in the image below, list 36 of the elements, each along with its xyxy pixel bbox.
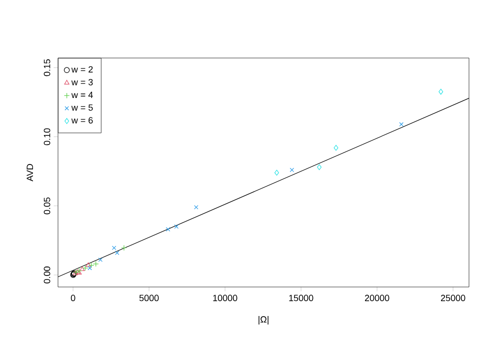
point [80,266,85,272]
x-axis-title: |Ω| [258,316,268,324]
point [438,88,444,95]
y-tick-label: 0.00 [44,266,50,284]
point [290,168,294,172]
x-tick-label: 10000 [213,294,238,302]
point [317,164,322,170]
point [274,170,279,176]
legend-label: w = 5 [71,104,93,111]
y-tick-label: 0.05 [44,197,50,214]
x-tick-label: 15000 [289,294,314,302]
x-tick-label: 5000 [139,294,159,302]
legend-label: w = 3 [71,78,93,86]
point [174,224,179,229]
point [334,144,338,151]
x-tick-label: 25000 [440,294,466,302]
point [112,246,116,250]
x-tick-label: 20000 [364,294,390,302]
point [166,227,170,232]
point [399,122,404,126]
point [194,205,198,210]
point [114,250,120,255]
point [92,261,99,267]
y-tick-label: 0.15 [44,59,50,76]
point [88,266,92,270]
legend-label: w = 4 [71,92,93,98]
legend-label: w = 6 [71,117,93,124]
point [88,262,94,268]
point [86,262,91,267]
y-tick-label: 0.10 [44,128,50,146]
legend-label: w = 2 [71,66,93,72]
y-axis-title: AVD [26,164,33,182]
point [121,244,127,251]
x-tick-label: 0 [70,294,76,302]
point [98,258,103,262]
point [82,265,88,271]
